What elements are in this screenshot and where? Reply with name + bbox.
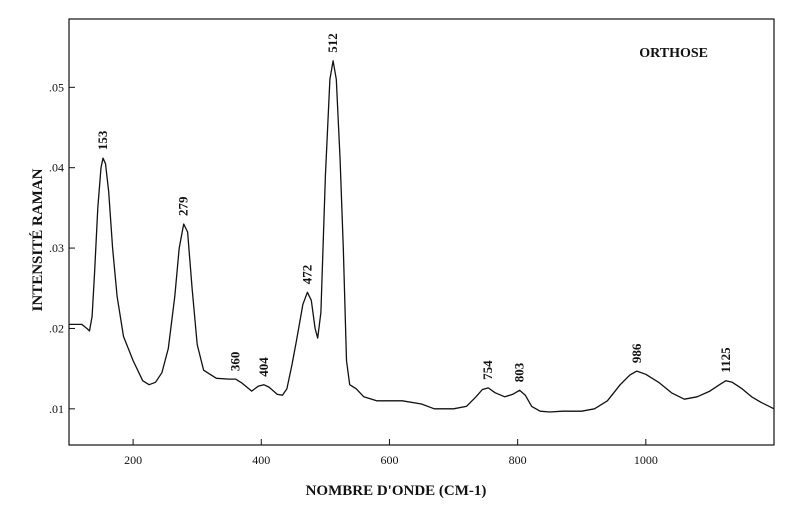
y-tick-label: .04	[49, 161, 64, 175]
x-tick-label: 400	[252, 453, 270, 467]
peak-label: 472	[299, 265, 314, 285]
x-tick-label: 1000	[634, 453, 658, 467]
peak-label: 803	[512, 362, 527, 382]
x-tick-label: 600	[380, 453, 398, 467]
peak-label: 153	[95, 130, 110, 150]
peak-labels: 153 279 360 404 472 512 754 803 986 1125	[95, 33, 733, 382]
y-tick-label: .02	[49, 321, 64, 335]
peak-label: 754	[480, 360, 495, 380]
y-tick-label: .05	[49, 80, 64, 94]
x-tick-label: 200	[124, 453, 142, 467]
x-tick-label: 800	[509, 453, 527, 467]
peak-label: 512	[325, 33, 340, 53]
y-axis: .01 .02 .03 .04 .05	[49, 80, 75, 416]
y-axis-title: INTENSITÉ RAMAN	[29, 168, 46, 311]
x-axis-title: NOMBRE D'ONDE (CM-1)	[306, 483, 487, 499]
peak-label: 404	[256, 357, 271, 377]
x-axis: 200 400 600 800 1000	[124, 439, 658, 467]
plot-area-frame	[68, 18, 775, 446]
peak-label: 360	[228, 352, 243, 372]
spectrum-line	[69, 60, 775, 413]
y-tick-label: .03	[49, 241, 64, 255]
y-tick-label: .01	[49, 402, 64, 416]
peak-label: 986	[629, 343, 644, 363]
peak-label: 279	[176, 196, 191, 216]
chart-title: ORTHOSE	[639, 46, 708, 61]
peak-label: 1125	[718, 347, 733, 373]
